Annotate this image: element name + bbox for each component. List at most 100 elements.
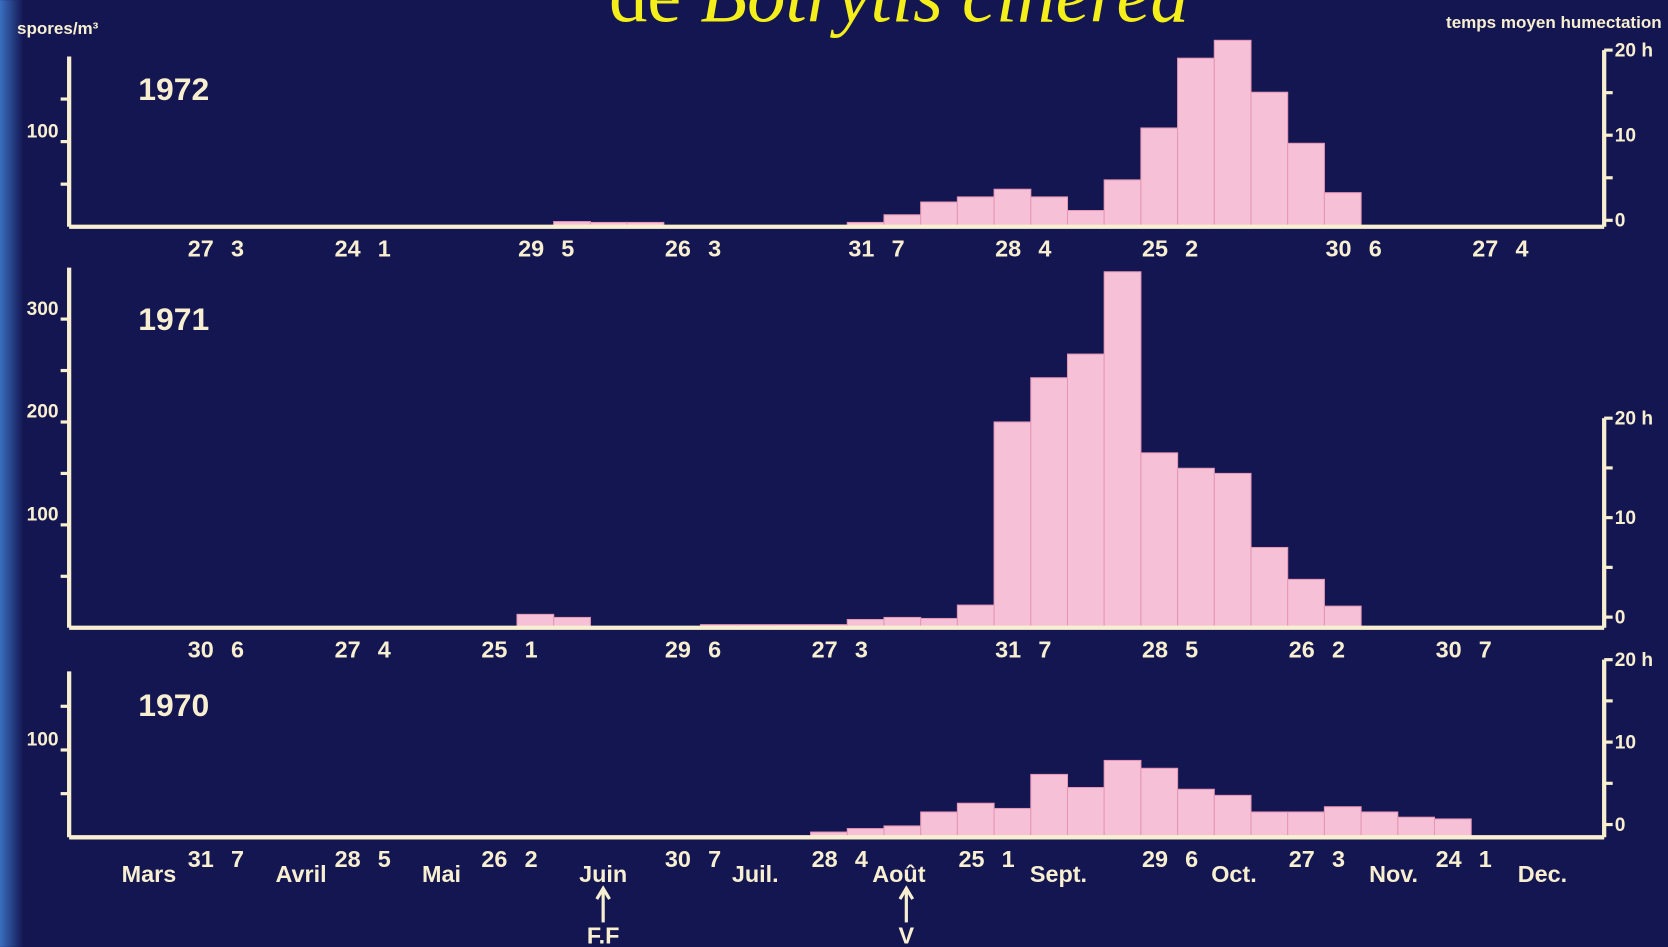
x-tick-label: 7: [231, 846, 244, 872]
bar: [956, 604, 995, 629]
x-tick-label: 27: [188, 235, 214, 261]
x-tick-label: 30: [1436, 637, 1462, 663]
x-tick-label: 6: [1369, 235, 1382, 261]
y-tick-label: 300: [27, 299, 59, 320]
annotation-arrowhead: [595, 885, 611, 900]
bar: [1066, 210, 1105, 228]
bar: [920, 811, 958, 838]
annotation: F.F: [587, 923, 619, 947]
panel-title: 1971: [138, 301, 209, 337]
x-tick-label: 4: [378, 637, 391, 663]
bar: [920, 201, 958, 228]
x-tick-label: 7: [1479, 637, 1492, 663]
bar: [1103, 179, 1142, 228]
x-tick-label: 30: [1325, 235, 1351, 261]
x-tick-label: 4: [855, 846, 868, 872]
x-tick-label: 6: [708, 637, 721, 663]
x-tick-label: 3: [708, 235, 721, 261]
y2-tick-label: 20 h: [1615, 41, 1653, 62]
panel-title: 1972: [138, 71, 209, 107]
x-tick-label: 6: [1185, 846, 1198, 872]
month-label: Avril: [275, 861, 326, 887]
x-tick-label: 7: [1038, 637, 1051, 663]
x-tick-label: 30: [665, 846, 691, 872]
title-species: Botrytis cinerea: [700, 0, 1188, 38]
month-label: Juil.: [732, 861, 779, 887]
y2-tick-label: 0: [1615, 815, 1626, 836]
x-tick-label: 26: [1289, 637, 1315, 663]
bar: [1250, 546, 1289, 629]
x-tick-label: 29: [518, 235, 544, 261]
x-tick-label: 25: [958, 846, 984, 872]
x-tick-label: 27: [335, 637, 361, 663]
x-tick-label: 26: [665, 235, 691, 261]
bar: [1287, 811, 1325, 838]
panel-title: 1970: [138, 687, 209, 723]
y2-tick-label: 10: [1615, 732, 1636, 753]
y2-tick-label: 20 h: [1615, 409, 1653, 430]
slide-edge: [0, 0, 24, 947]
x-tick-label: 26: [481, 846, 507, 872]
y2-tick-label: 20 h: [1615, 650, 1653, 671]
y2-tick-label: 0: [1615, 607, 1626, 628]
x-tick-label: 5: [1185, 637, 1198, 663]
x-tick-label: 28: [995, 235, 1021, 261]
x-tick-label: 3: [855, 637, 868, 663]
month-label: Mai: [422, 861, 461, 887]
bar: [1177, 57, 1215, 228]
x-tick-label: 27: [812, 637, 838, 663]
bar: [993, 421, 1032, 629]
x-tick-label: 7: [892, 235, 905, 261]
slide-title: de Botrytis cinerea: [609, 0, 1189, 38]
bar: [1140, 452, 1179, 629]
x-tick-label: 29: [1142, 846, 1168, 872]
y2-axis-label: temps moyen humectation: [1446, 13, 1662, 32]
y2-tick-label: 0: [1615, 211, 1626, 232]
annotation: V: [899, 923, 915, 947]
bar: [1066, 353, 1105, 629]
month-label: Mars: [122, 861, 177, 887]
x-tick-label: 31: [848, 235, 874, 261]
x-tick-label: 27: [1289, 846, 1315, 872]
x-tick-label: 1: [378, 235, 391, 261]
y-tick-label: 100: [27, 505, 59, 526]
bar: [1140, 767, 1179, 838]
x-tick-label: 2: [525, 846, 538, 872]
bar: [1360, 811, 1399, 838]
bar: [1177, 788, 1215, 838]
bar: [956, 196, 995, 228]
bar: [1103, 271, 1142, 629]
x-tick-label: 6: [231, 637, 244, 663]
x-tick-label: 1: [1479, 846, 1492, 872]
x-tick-label: 3: [231, 235, 244, 261]
bar: [1287, 142, 1325, 228]
x-tick-label: 31: [188, 846, 214, 872]
x-tick-label: 7: [708, 846, 721, 872]
bar: [1250, 91, 1289, 228]
y-tick-label: 100: [27, 730, 59, 751]
x-tick-label: 24: [335, 235, 361, 261]
bar: [1250, 811, 1289, 838]
y2-tick-label: 10: [1615, 126, 1636, 147]
x-tick-label: 3: [1332, 846, 1345, 872]
x-tick-label: 25: [1142, 235, 1168, 261]
bar: [1030, 196, 1069, 228]
month-label: Oct.: [1211, 861, 1257, 887]
x-tick-label: 28: [812, 846, 838, 872]
title-prefix: de: [609, 0, 681, 38]
bar: [1177, 467, 1215, 629]
x-tick-label: 28: [1142, 637, 1168, 663]
bar: [1030, 773, 1069, 838]
bar: [1433, 818, 1472, 838]
x-tick-label: 4: [1038, 235, 1051, 261]
y-tick-label: 200: [27, 402, 59, 423]
x-tick-label: 24: [1436, 846, 1462, 872]
month-label: Dec.: [1518, 861, 1567, 887]
month-label: Sept.: [1030, 861, 1087, 887]
x-tick-label: 29: [665, 637, 691, 663]
x-tick-label: 4: [1515, 235, 1528, 261]
x-tick-label: 1: [1002, 846, 1015, 872]
